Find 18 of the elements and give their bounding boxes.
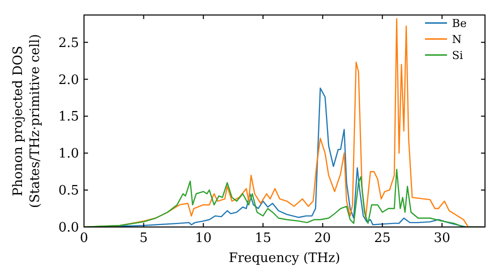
x-tick-label: 10 bbox=[195, 231, 212, 246]
x-tick-label: 30 bbox=[434, 231, 450, 246]
legend-label: N bbox=[452, 32, 462, 46]
y-axis-title: Phonon projected DOS (States/THz·primitive cell) bbox=[11, 34, 43, 208]
y-tick-label: 2.0 bbox=[58, 72, 79, 88]
legend-label: Si bbox=[452, 48, 464, 62]
x-tick-label: 15 bbox=[254, 231, 272, 246]
x-tick-label: 5 bbox=[140, 231, 148, 246]
x-tick-label: 25 bbox=[374, 231, 391, 246]
y-tick-label: 0.5 bbox=[58, 184, 79, 199]
y-tick-label: 0.0 bbox=[58, 220, 79, 236]
legend-label: Be bbox=[452, 16, 467, 30]
y-tick-label: 2.5 bbox=[58, 36, 79, 51]
y-tick-label: 1.0 bbox=[58, 146, 79, 162]
x-tick-label: 20 bbox=[314, 231, 331, 246]
y-tick-label: 1.5 bbox=[58, 110, 79, 125]
x-axis-title: Frequency (THz) bbox=[228, 251, 340, 266]
x-tick-label: 0 bbox=[80, 231, 88, 246]
